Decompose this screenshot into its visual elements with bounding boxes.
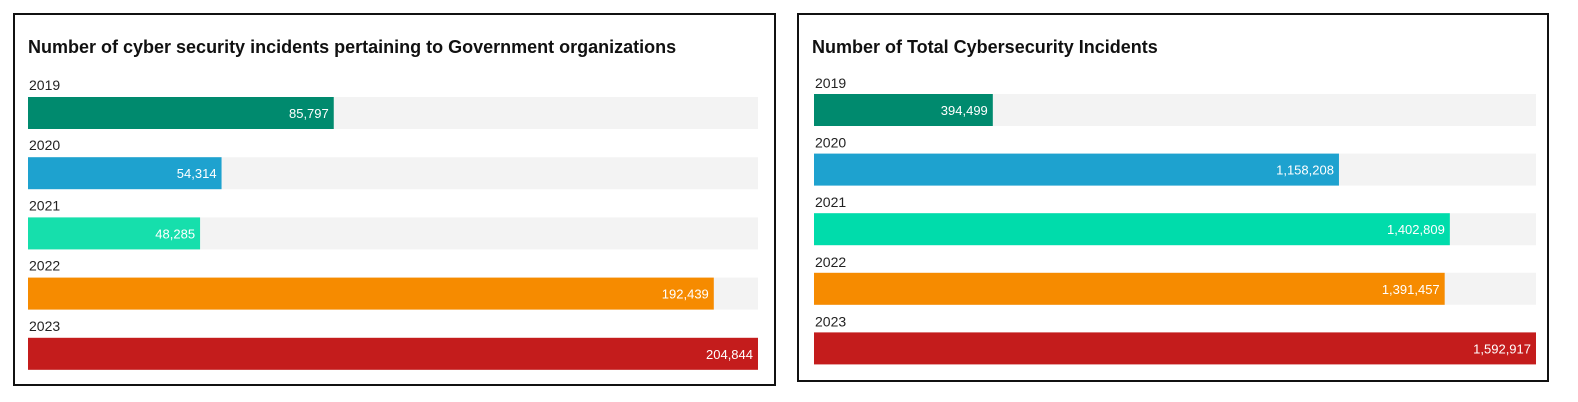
chart-title: Number of cyber security incidents perta… (28, 37, 677, 57)
category-label: 2022 (815, 254, 846, 270)
chart-title: Number of Total Cybersecurity Incidents (812, 37, 1158, 57)
category-label: 2020 (29, 137, 60, 153)
bar-2020 (28, 157, 222, 190)
bar-2022 (28, 277, 714, 310)
bar-chart-total: 2019 394,499 2020 1,158,208 2021 1,402,809 202… (814, 75, 1536, 365)
bar-chart-government: 2019 85,797 2020 54,314 2021 48,285 2022 192,43… (28, 77, 758, 370)
bar-2023 (28, 337, 758, 370)
value-label: 48,285 (155, 226, 195, 241)
category-label: 2023 (815, 313, 846, 329)
category-label: 2019 (815, 75, 846, 91)
value-label: 1,391,457 (1382, 282, 1440, 297)
bar-2019 (28, 97, 334, 129)
category-label: 2019 (29, 77, 60, 93)
category-label: 2021 (815, 194, 846, 210)
bar-2022 (814, 272, 1445, 305)
value-label: 204,844 (706, 347, 753, 362)
category-label: 2020 (815, 135, 846, 151)
value-label: 1,592,917 (1473, 341, 1531, 356)
category-label: 2022 (29, 258, 60, 274)
bar-2023 (814, 332, 1536, 365)
category-label: 2023 (29, 318, 60, 334)
category-label: 2021 (29, 197, 60, 213)
bar-2019 (814, 94, 993, 126)
value-label: 1,402,809 (1387, 222, 1445, 237)
value-label: 1,158,208 (1276, 163, 1334, 178)
value-label: 54,314 (177, 166, 217, 181)
bar-2020 (814, 153, 1339, 186)
bar-2021 (28, 217, 201, 250)
value-label: 394,499 (941, 103, 988, 118)
bar-2021 (814, 213, 1450, 246)
value-label: 192,439 (662, 287, 709, 302)
chart-panel-government: Number of cyber security incidents perta… (13, 13, 776, 386)
chart-panel-total: Number of Total Cybersecurity Incidents … (797, 13, 1549, 382)
value-label: 85,797 (289, 106, 329, 121)
